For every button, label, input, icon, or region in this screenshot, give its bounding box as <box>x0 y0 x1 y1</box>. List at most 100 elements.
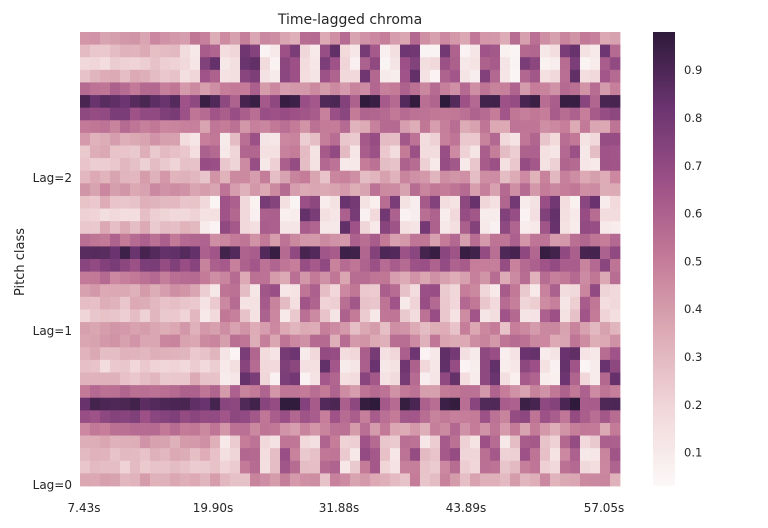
heatmap-cell <box>510 32 521 46</box>
heatmap-cell <box>560 397 571 411</box>
heatmap-cell <box>410 448 421 462</box>
heatmap-cell <box>150 246 161 260</box>
heatmap-cell <box>270 347 281 361</box>
heatmap-cell <box>160 57 171 71</box>
heatmap-cell <box>240 107 251 121</box>
heatmap-cell <box>370 296 381 310</box>
heatmap-cell <box>290 221 301 235</box>
heatmap-cell <box>520 132 531 146</box>
heatmap-cell <box>350 195 361 209</box>
heatmap-cell <box>250 246 261 260</box>
heatmap-cell <box>100 145 111 159</box>
heatmap-cell <box>470 195 481 209</box>
heatmap-cell <box>380 69 391 83</box>
heatmap-cell <box>230 44 241 58</box>
heatmap-cell <box>540 120 551 134</box>
heatmap-cell <box>90 259 101 273</box>
heatmap-cell <box>590 82 601 96</box>
heatmap-cell <box>110 473 121 487</box>
heatmap-cell <box>500 44 511 58</box>
heatmap-cell <box>330 195 341 209</box>
heatmap-cell <box>600 322 611 336</box>
heatmap-cell <box>580 170 591 184</box>
heatmap-cell <box>270 69 281 83</box>
heatmap-cell <box>270 473 281 487</box>
heatmap-cell <box>370 259 381 273</box>
heatmap-cell <box>520 397 531 411</box>
heatmap-cell <box>220 132 231 146</box>
heatmap-cell <box>430 296 441 310</box>
heatmap-cell <box>520 107 531 121</box>
heatmap-cell <box>340 322 351 336</box>
heatmap-cell <box>90 372 101 386</box>
heatmap-cell <box>460 221 471 235</box>
heatmap-cell <box>320 422 331 436</box>
heatmap-cell <box>480 410 491 424</box>
heatmap-cell <box>150 410 161 424</box>
heatmap-cell <box>430 170 441 184</box>
heatmap-cell <box>420 435 431 449</box>
heatmap-cell <box>400 473 411 487</box>
heatmap-cell <box>550 309 561 323</box>
heatmap-cell <box>550 284 561 298</box>
heatmap-cell <box>380 397 391 411</box>
heatmap-cell <box>550 195 561 209</box>
heatmap-cell <box>100 170 111 184</box>
heatmap-cell <box>590 296 601 310</box>
heatmap-cell <box>570 145 581 159</box>
heatmap-cell <box>420 322 431 336</box>
colorbar-tick-label: 0.9 <box>684 63 702 77</box>
heatmap-cell <box>300 132 311 146</box>
heatmap-cell <box>450 145 461 159</box>
heatmap-cell <box>170 397 181 411</box>
heatmap-cell <box>510 132 521 146</box>
heatmap-cell <box>560 246 571 260</box>
heatmap-cell <box>150 158 161 172</box>
heatmap-cell <box>290 82 301 96</box>
heatmap-cell <box>350 145 361 159</box>
heatmap-cell <box>570 347 581 361</box>
heatmap-cell <box>610 296 621 310</box>
heatmap-cell <box>350 32 361 46</box>
heatmap-cell <box>250 359 261 373</box>
heatmap-cell <box>380 32 391 46</box>
heatmap-cell <box>150 120 161 134</box>
heatmap-cell <box>610 233 621 247</box>
heatmap-cell <box>190 57 201 71</box>
heatmap-cell <box>110 32 121 46</box>
heatmap-cell <box>240 57 251 71</box>
heatmap-cell <box>480 221 491 235</box>
heatmap-cell <box>430 422 441 436</box>
heatmap-cell <box>130 145 141 159</box>
heatmap-cell <box>490 132 501 146</box>
heatmap-cell <box>550 221 561 235</box>
heatmap-cell <box>470 57 481 71</box>
heatmap-cell <box>470 460 481 474</box>
heatmap-cell <box>490 309 501 323</box>
heatmap-cell <box>540 132 551 146</box>
heatmap-cell <box>500 69 511 83</box>
heatmap-cell <box>390 347 401 361</box>
heatmap-cell <box>420 271 431 285</box>
heatmap-cell <box>160 460 171 474</box>
heatmap-cell <box>540 32 551 46</box>
y-tick-label: Lag=0 <box>33 478 72 492</box>
heatmap-cell <box>540 208 551 222</box>
heatmap-cell <box>120 296 131 310</box>
heatmap-cell <box>380 435 391 449</box>
heatmap-cell <box>550 435 561 449</box>
heatmap-cell <box>530 32 541 46</box>
heatmap-cell <box>460 296 471 310</box>
heatmap-cell <box>220 322 231 336</box>
heatmap-cell <box>400 284 411 298</box>
heatmap-cell <box>370 271 381 285</box>
heatmap-cell <box>570 107 581 121</box>
heatmap-cell <box>90 82 101 96</box>
heatmap-cell <box>80 145 91 159</box>
heatmap-cell <box>410 170 421 184</box>
heatmap-cell <box>170 120 181 134</box>
heatmap-cell <box>240 422 251 436</box>
heatmap-cell <box>520 170 531 184</box>
heatmap-cell <box>450 448 461 462</box>
heatmap-cell <box>270 120 281 134</box>
